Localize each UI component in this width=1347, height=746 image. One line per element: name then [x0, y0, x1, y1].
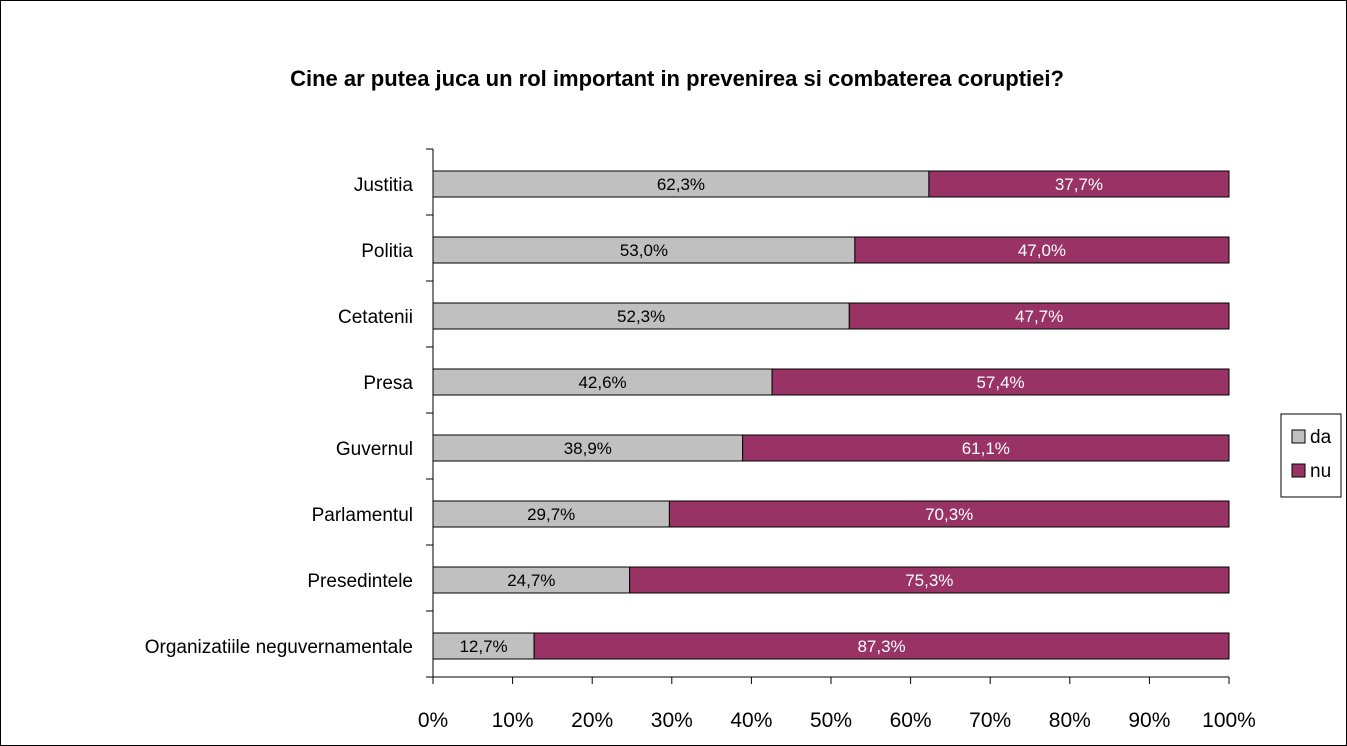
bar-nu [533, 632, 1230, 660]
legend-swatch-nu [1291, 463, 1306, 478]
bar-da [432, 434, 744, 462]
data-label-da: 24,7% [507, 571, 555, 590]
x-tick-label: 20% [571, 709, 613, 732]
category-label: Guvernul [336, 439, 413, 460]
legend-label-da[interactable]: da [1310, 427, 1332, 448]
bar-nu [629, 566, 1230, 594]
x-tick-label: 100% [1202, 709, 1256, 732]
bar-nu [928, 170, 1230, 198]
category-label: Politia [361, 241, 413, 262]
bars: 62,3% 37,7% 53,0% 47,0% 52,3% 47,7% 42,6% 57,4%… [432, 170, 1230, 660]
x-tick-label: 80% [1049, 709, 1091, 732]
x-tick-label: 50% [810, 709, 852, 732]
bar-da [432, 302, 850, 330]
data-label-da: 42,6% [578, 373, 626, 392]
bar-da [432, 500, 670, 528]
category-label: Cetatenii [338, 307, 413, 328]
data-label-nu: 47,0% [1018, 241, 1066, 260]
x-tick-label: 40% [730, 709, 772, 732]
x-tick-label: 60% [890, 709, 932, 732]
x-tick-label: 10% [492, 709, 534, 732]
x-tick-label: 70% [969, 709, 1011, 732]
bar-da [432, 170, 930, 198]
category-label: Presa [363, 373, 413, 394]
bar-nu [848, 302, 1230, 330]
axes: 0% 10% 20% 30% 40% 50% 60% 70% 80% 90% 100% Justiti… [145, 148, 1256, 732]
x-tick-label: 30% [651, 709, 693, 732]
legend-swatch-da [1291, 429, 1306, 444]
data-label-nu: 75,3% [905, 571, 953, 590]
data-label-da: 52,3% [617, 307, 665, 326]
x-tick-label: 90% [1128, 709, 1170, 732]
data-label-nu: 47,7% [1015, 307, 1063, 326]
legend[interactable]: da nu [1280, 413, 1342, 498]
x-tick-label: 0% [418, 709, 448, 732]
data-label-da: 29,7% [527, 505, 575, 524]
bar-nu [742, 434, 1230, 462]
chart-title: Cine ar putea juca un rol important in p… [290, 66, 1064, 91]
category-label: Justitia [354, 175, 414, 196]
category-label: Presedintele [307, 571, 413, 592]
bar-nu [668, 500, 1230, 528]
category-label: Organizatiile neguvernamentale [145, 637, 413, 658]
category-label: Parlamentul [312, 505, 413, 526]
bar-nu [854, 236, 1230, 264]
legend-box [1280, 413, 1342, 498]
data-label-nu: 87,3% [857, 637, 905, 656]
data-label-da: 12,7% [459, 637, 507, 656]
data-label-da: 53,0% [620, 241, 668, 260]
bar-da [432, 632, 535, 660]
data-label-nu: 37,7% [1055, 175, 1103, 194]
data-label-nu: 70,3% [925, 505, 973, 524]
data-label-da: 38,9% [564, 439, 612, 458]
data-label-nu: 57,4% [976, 373, 1024, 392]
data-label-nu: 61,1% [962, 439, 1010, 458]
bar-nu [771, 368, 1230, 396]
data-label-da: 62,3% [657, 175, 705, 194]
legend-label-nu[interactable]: nu [1310, 461, 1331, 482]
